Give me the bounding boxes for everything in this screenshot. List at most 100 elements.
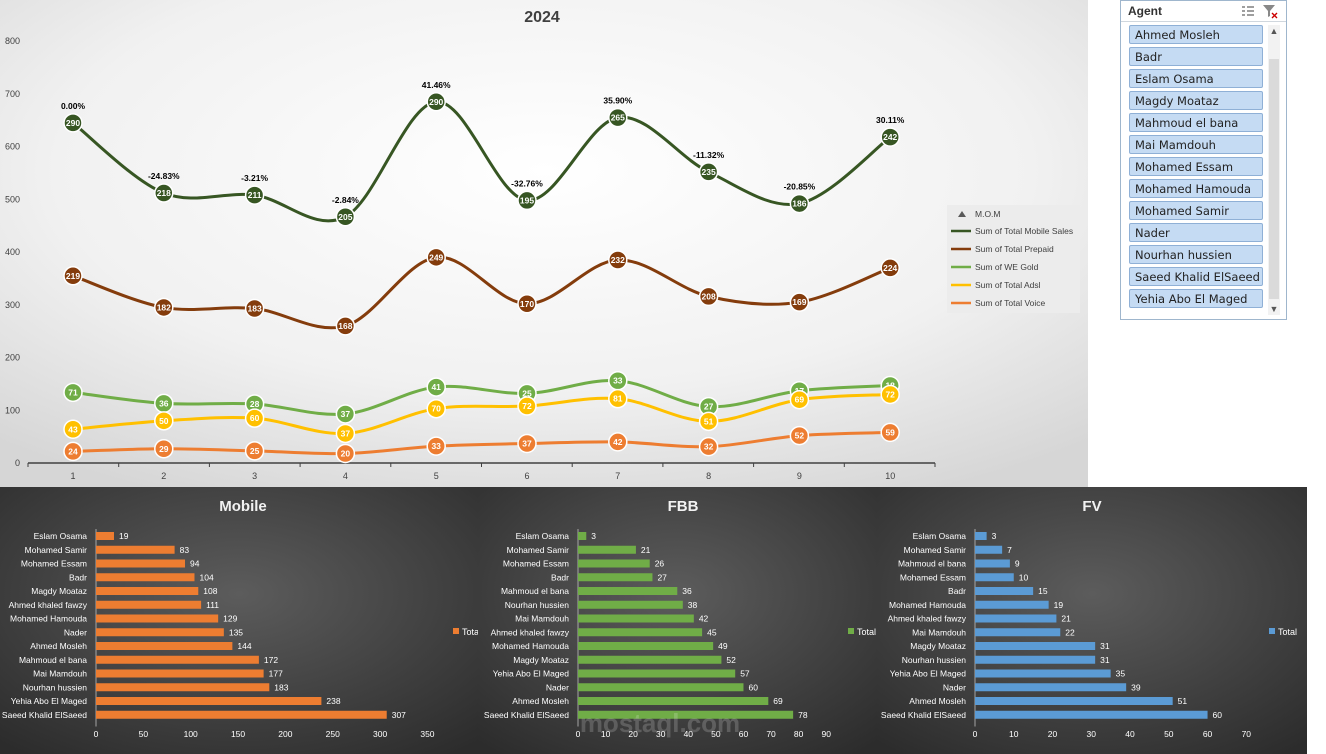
bar-value-label: 10 xyxy=(1019,572,1029,582)
bar-value-label: 307 xyxy=(392,710,406,720)
data-label: 42 xyxy=(613,437,623,447)
bar xyxy=(975,697,1173,705)
bar-value-label: 111 xyxy=(206,600,219,610)
data-label: 50 xyxy=(159,416,169,426)
slicer-item[interactable]: Nourhan hussien xyxy=(1129,245,1263,264)
data-point-marker xyxy=(63,419,83,440)
data-point-marker xyxy=(426,92,446,112)
legend-label: Total xyxy=(462,627,478,637)
x-tick-label: 40 xyxy=(1125,729,1135,739)
x-tick-label: 9 xyxy=(797,471,802,481)
slicer-item[interactable]: Ahmed Mosleh xyxy=(1129,25,1263,44)
data-label: 232 xyxy=(611,255,625,265)
scroll-down-icon[interactable]: ▼ xyxy=(1269,304,1279,314)
category-label: Eslam Osama xyxy=(913,531,967,541)
y-tick-label: 100 xyxy=(5,405,20,415)
scroll-up-icon[interactable]: ▲ xyxy=(1269,26,1279,36)
bar-value-label: 57 xyxy=(740,669,750,679)
mom-label: 35.90% xyxy=(603,96,632,106)
bar xyxy=(96,614,219,623)
clear-filter-icon[interactable] xyxy=(1262,3,1278,19)
agent-slicer[interactable]: Agent Ahmed Mosleh Badr Eslam Osama Magdy M… xyxy=(1120,0,1287,320)
x-tick-label: 4 xyxy=(343,471,348,481)
data-label: 60 xyxy=(250,413,260,423)
data-label: 52 xyxy=(795,431,805,441)
bar-value-label: 177 xyxy=(269,669,283,679)
slicer-item[interactable]: Eslam Osama xyxy=(1129,69,1263,88)
slicer-item[interactable]: Nader xyxy=(1129,223,1263,242)
series-line-2 xyxy=(72,255,891,330)
slicer-item[interactable]: Yehia Abo El Maged xyxy=(1129,289,1263,308)
category-label: Mahmoud el bana xyxy=(19,655,87,665)
panel-title: FV xyxy=(1082,498,1101,515)
series-line-1 xyxy=(72,100,892,223)
series-line-5 xyxy=(72,430,891,456)
bar xyxy=(96,573,195,582)
y-tick-label: 200 xyxy=(5,353,20,363)
panel-background xyxy=(877,487,1307,754)
slicer-item[interactable]: Mohamed Samir xyxy=(1129,201,1263,220)
data-point-marker xyxy=(335,423,356,444)
data-label: 36 xyxy=(159,398,169,408)
slicer-item[interactable]: Badr xyxy=(1129,47,1263,66)
bar-value-label: 45 xyxy=(707,627,717,637)
bar xyxy=(975,600,1049,609)
bar xyxy=(975,573,1014,582)
mom-label: 41.46% xyxy=(422,80,451,90)
x-tick-label: 10 xyxy=(1009,729,1019,739)
data-point-marker xyxy=(335,316,356,336)
slicer-item[interactable]: Magdy Moataz xyxy=(1129,91,1263,110)
data-label: 186 xyxy=(792,199,806,209)
data-label: 37 xyxy=(341,409,351,419)
x-tick-label: 2 xyxy=(161,471,166,481)
y-tick-label: 400 xyxy=(5,247,20,257)
slicer-item[interactable]: Saeed Khalid ElSaeed xyxy=(1129,267,1263,286)
legend-swatch xyxy=(1269,628,1275,634)
slicer-item[interactable]: Mai Mamdouh xyxy=(1129,135,1263,154)
data-point-marker xyxy=(335,404,356,424)
bar xyxy=(975,628,1061,637)
legend-label: Sum of Total Mobile Sales xyxy=(975,226,1073,236)
bar-value-label: 38 xyxy=(688,600,698,610)
bar-value-label: 3 xyxy=(591,531,596,541)
bar-value-label: 19 xyxy=(119,531,129,541)
data-label: 29 xyxy=(159,444,169,454)
data-label: 218 xyxy=(157,188,171,198)
slicer-item[interactable]: Mohamed Essam xyxy=(1129,157,1263,176)
data-point-marker xyxy=(608,388,628,409)
category-label: Saeed Khalid ElSaeed xyxy=(881,710,966,720)
category-label: Eslam Osama xyxy=(34,531,88,541)
legend-label: Sum of Total Voice xyxy=(975,298,1046,308)
bar-chart-svg: FV Eslam Osama 3 Mohamed Samir 7 Mahmoud el b… xyxy=(877,487,1307,754)
data-label: 290 xyxy=(66,118,80,128)
bar-value-label: 108 xyxy=(203,586,217,596)
x-tick-label: 70 xyxy=(766,729,776,739)
bar xyxy=(578,628,703,637)
slicer-scrollbar[interactable]: ▲ ▼ xyxy=(1268,25,1280,315)
bar xyxy=(975,545,1003,554)
category-label: Badr xyxy=(69,572,87,582)
x-tick-label: 90 xyxy=(821,729,831,739)
bar xyxy=(578,573,653,582)
data-point-marker xyxy=(244,185,265,205)
scrollbar-thumb[interactable] xyxy=(1269,59,1279,299)
y-tick-label: 500 xyxy=(5,194,20,204)
bar-value-label: 31 xyxy=(1100,641,1110,651)
bar-value-label: 26 xyxy=(655,559,665,569)
legend-label: Total xyxy=(1278,627,1297,637)
category-label: Nourhan hussien xyxy=(902,655,967,665)
data-point-marker xyxy=(154,439,174,459)
mom-label: -24.83% xyxy=(148,171,180,181)
category-label: Mahmoud el bana xyxy=(898,559,966,569)
y-tick-label: 700 xyxy=(5,89,20,99)
data-label: 24 xyxy=(68,446,78,456)
category-label: Mohamed Hamouda xyxy=(492,641,569,651)
bar-value-label: 183 xyxy=(274,682,288,692)
y-tick-label: 0 xyxy=(15,458,20,468)
data-label: 195 xyxy=(520,195,534,205)
slicer-item[interactable]: Mahmoud el bana xyxy=(1129,113,1263,132)
bar-value-label: 35 xyxy=(1116,669,1126,679)
multi-select-icon[interactable] xyxy=(1240,3,1256,19)
slicer-item[interactable]: Mohamed Hamouda xyxy=(1129,179,1263,198)
legend-label: Total xyxy=(857,627,876,637)
